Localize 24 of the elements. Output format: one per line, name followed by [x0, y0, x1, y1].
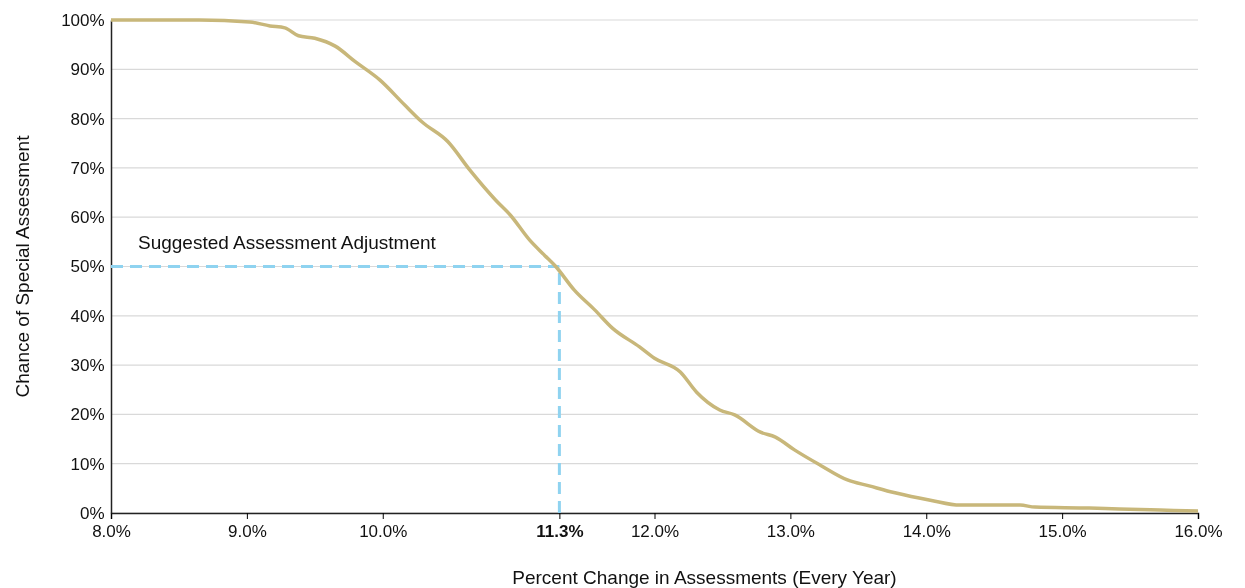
y-tick-label: 60% [70, 208, 105, 228]
x-tick-label: 10.0% [359, 522, 408, 542]
y-tick-label: 10% [70, 454, 105, 474]
y-tick-label: 100% [61, 10, 105, 30]
y-tick-label: 90% [70, 60, 105, 80]
ref-line-label: Suggested Assessment Adjustment [138, 231, 437, 253]
y-tick-label: 50% [70, 257, 105, 277]
y-tick-label: 30% [70, 356, 105, 376]
x-tick-label: 12.0% [630, 522, 680, 542]
y-tick-label: 70% [70, 158, 105, 178]
line-series [109, 18, 1200, 513]
x-axis-title: Percent Change in Assessments (Every Year) [512, 567, 897, 588]
x-tick-label: 14.0% [902, 522, 951, 542]
x-tick-label: 9.0% [228, 522, 267, 542]
x-tick-label: 8.0% [92, 522, 131, 542]
y-tick-label: 80% [70, 109, 105, 129]
y-axis-title: Chance of Special Assessment [12, 134, 33, 398]
x-tick-label: 13.0% [766, 522, 815, 542]
x-tick-label: 16.0% [1174, 522, 1223, 542]
y-tick-label: 20% [70, 405, 105, 425]
x-tick-label: 11.3% [536, 522, 584, 542]
y-tick-label: 40% [70, 306, 105, 326]
x-tick-label: 15.0% [1038, 522, 1087, 542]
y-tick-label: 0% [80, 503, 105, 523]
